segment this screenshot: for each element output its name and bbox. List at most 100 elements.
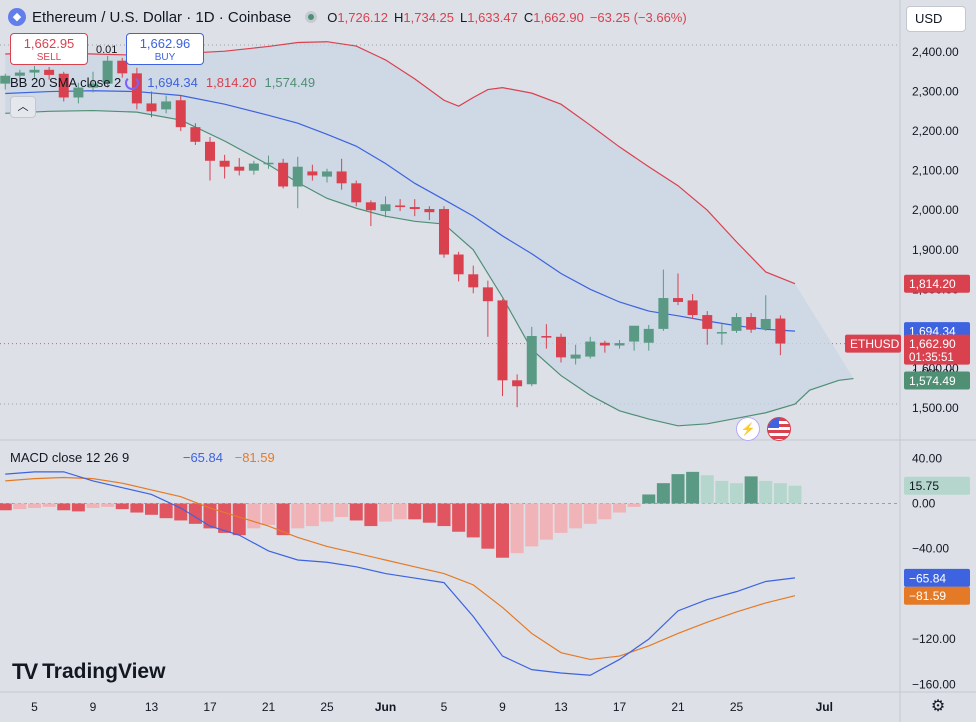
macd-histogram-bar (203, 503, 217, 529)
candle[interactable] (570, 344, 581, 365)
price-tick-label: 2,400.00 (912, 45, 959, 59)
candle[interactable] (102, 55, 113, 88)
collapse-legend-button[interactable]: ︿ (10, 96, 36, 118)
candle[interactable] (351, 180, 362, 207)
symbol-title[interactable]: Ethereum / U.S. Dollar · 1D · Coinbase (32, 8, 292, 26)
candle[interactable] (365, 200, 376, 227)
currency-select[interactable]: USD (906, 6, 966, 32)
low-value: 1,633.47 (467, 9, 518, 25)
candle[interactable] (248, 160, 259, 175)
candle[interactable] (73, 82, 84, 104)
candle[interactable] (629, 325, 640, 351)
candle[interactable] (322, 168, 332, 183)
candle-body (351, 183, 362, 203)
candle[interactable] (219, 154, 230, 179)
candle[interactable] (14, 69, 25, 82)
candle[interactable] (395, 199, 406, 212)
candle-body (614, 343, 625, 346)
candle[interactable] (541, 324, 552, 349)
us-flag-event-icon[interactable] (767, 417, 791, 441)
symbol-tag-text: ETHUSD (850, 337, 900, 351)
candle[interactable] (0, 73, 11, 90)
macd-histogram-bar (408, 503, 422, 520)
candle-body (161, 101, 172, 110)
time-tick-label: 9 (90, 700, 97, 714)
price-tick-label: 1,900.00 (912, 243, 959, 257)
candle[interactable] (526, 326, 537, 387)
macd-tick-label: −120.00 (912, 632, 956, 646)
settings-gear-button[interactable]: ⚙ (928, 697, 948, 717)
candle[interactable] (760, 295, 771, 331)
candle[interactable] (512, 374, 523, 408)
candle[interactable] (424, 206, 435, 221)
macd-histogram-bar (291, 503, 305, 529)
candle[interactable] (58, 71, 69, 102)
macd-histogram-bar (510, 503, 524, 554)
candle-body (541, 336, 552, 338)
macd-histogram-bar (642, 494, 656, 504)
candle[interactable] (161, 95, 172, 114)
candle[interactable] (716, 324, 727, 345)
candle[interactable] (614, 339, 625, 349)
candle[interactable] (44, 67, 55, 80)
candle[interactable] (29, 65, 40, 78)
bollinger-lower-line (5, 109, 854, 427)
candle[interactable] (205, 137, 215, 181)
candle-body (278, 162, 289, 187)
candle[interactable] (380, 196, 391, 218)
candle[interactable] (278, 158, 289, 189)
candle[interactable] (409, 199, 420, 217)
candle[interactable] (453, 251, 464, 282)
lower-band-price-tag-bg (904, 371, 970, 390)
candle-body (88, 83, 98, 88)
candle[interactable] (775, 315, 786, 356)
candle[interactable] (307, 164, 318, 181)
candle[interactable] (146, 91, 157, 118)
candle[interactable] (234, 158, 245, 176)
candle-body (307, 171, 318, 176)
candle[interactable] (687, 294, 698, 319)
tradingview-icon: TV (12, 659, 38, 684)
candle[interactable] (643, 324, 654, 351)
buy-button[interactable]: 1,662.96 BUY (126, 33, 204, 65)
candle-body (190, 127, 201, 142)
tradingview-logo[interactable]: TV TradingView (12, 659, 165, 685)
candle[interactable] (263, 155, 274, 169)
sell-button[interactable]: 1,662.95 SELL (10, 33, 88, 65)
macd-histogram-bar (218, 503, 232, 533)
candle[interactable] (746, 313, 757, 333)
macd-histogram-bar (686, 471, 700, 504)
candle[interactable] (497, 299, 508, 397)
candle[interactable] (482, 280, 493, 337)
macd-histogram-bar (71, 503, 85, 512)
bb-legend[interactable]: BB 20 SMA close 2 1,694.34 1,814.20 1,57… (10, 75, 315, 90)
candle[interactable] (131, 67, 142, 110)
candle[interactable] (292, 156, 303, 209)
close-value: 1,662.90 (533, 9, 584, 25)
candle[interactable] (88, 71, 98, 93)
candle[interactable] (336, 158, 347, 190)
candle[interactable] (556, 333, 566, 363)
macd-histogram-bar (525, 503, 539, 547)
macd-histogram-bar (583, 503, 597, 524)
lightning-event-icon[interactable]: ⚡ (736, 417, 760, 441)
bollinger-band-fill (5, 41, 854, 426)
candle[interactable] (658, 269, 669, 331)
candle-body (702, 315, 713, 329)
candle[interactable] (585, 336, 596, 359)
candle[interactable] (731, 313, 742, 333)
macd-histogram-bar (539, 503, 553, 540)
macd-legend[interactable]: MACD close 12 26 9 −65.84 −81.59 (10, 450, 275, 465)
candle[interactable] (599, 340, 610, 353)
candle[interactable] (190, 123, 201, 145)
candle[interactable] (439, 206, 449, 258)
candle[interactable] (175, 95, 186, 132)
candle[interactable] (117, 57, 128, 78)
candle[interactable] (468, 265, 479, 294)
lower-band-price-tag-text: 1,574.49 (909, 374, 956, 388)
candle[interactable] (702, 311, 713, 345)
candle[interactable] (673, 273, 683, 306)
macd-histogram-bar (320, 503, 334, 522)
